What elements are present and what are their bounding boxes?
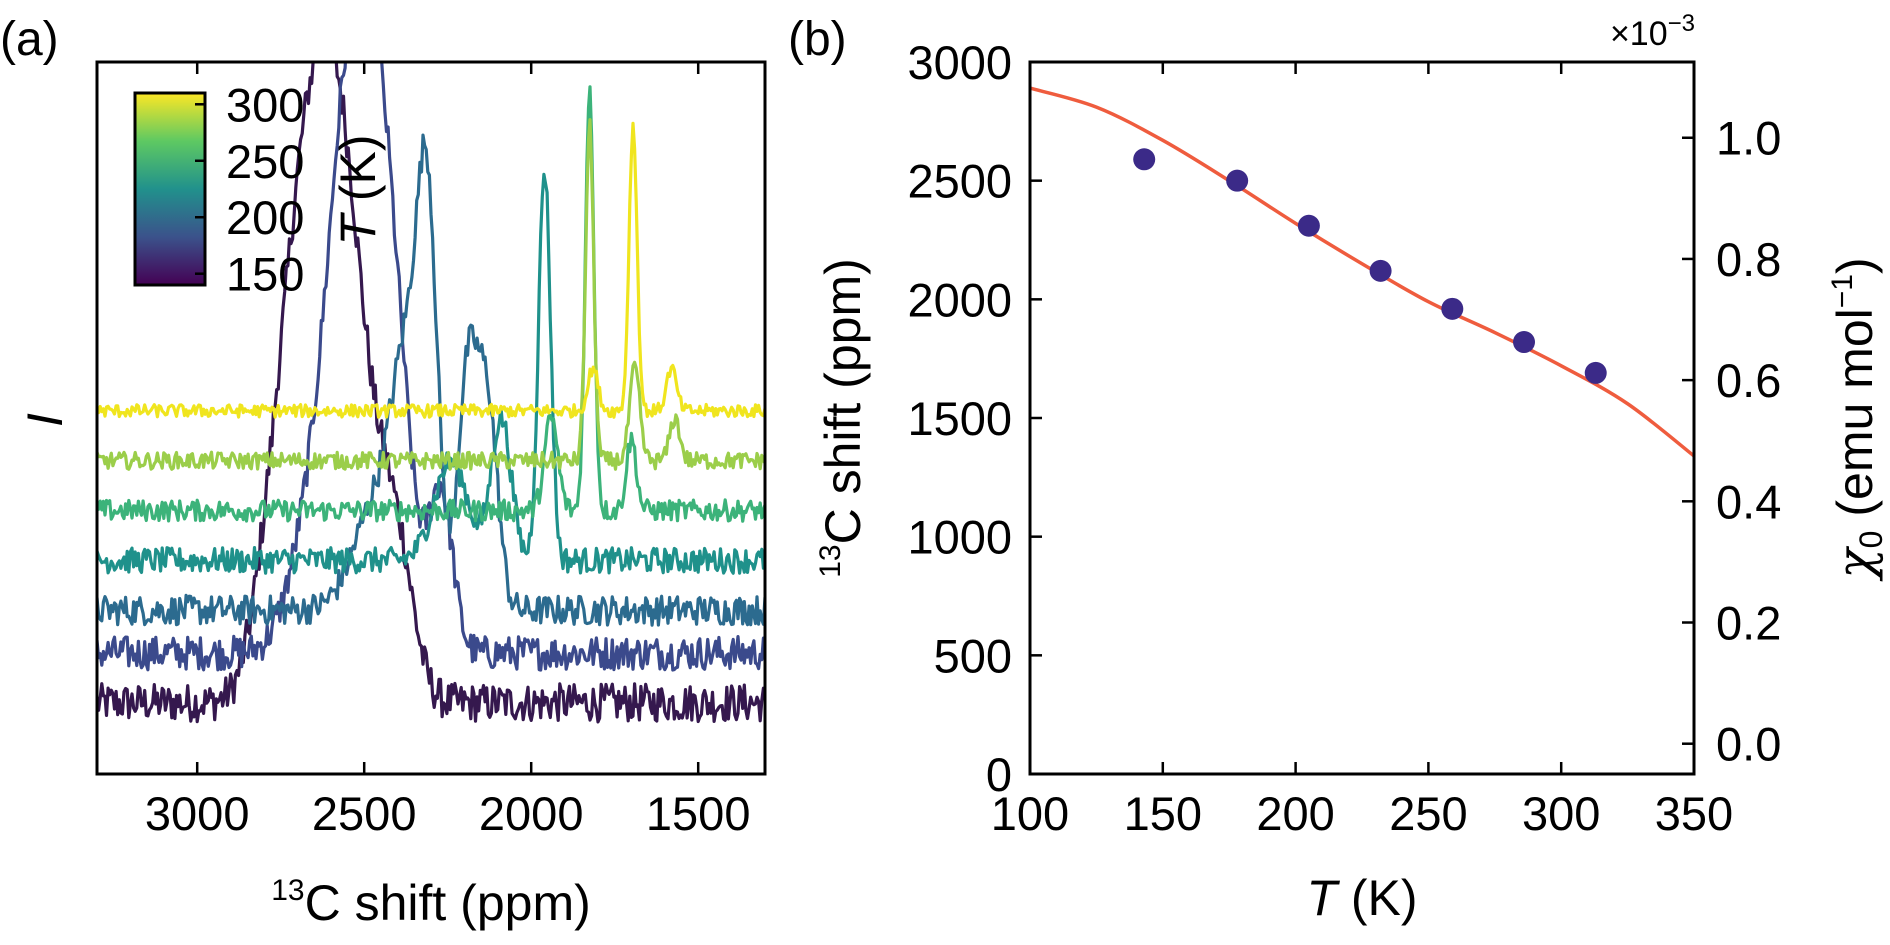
panel-b-y-label-sup: 13 (814, 544, 847, 577)
panel-b-y-tick-label: 3000 (907, 36, 1012, 89)
panel-a-x-axis-label: 13C shift (ppm) (271, 874, 591, 931)
colorbar-tick-label: 250 (226, 135, 304, 188)
panel-a-x-label-main: C shift (ppm) (305, 875, 591, 931)
panel-b-y2-tick-label: 0.8 (1716, 233, 1781, 286)
panel-b-y-tick-label: 1500 (907, 392, 1012, 445)
panel-b-label: (b) (788, 13, 847, 66)
panel-b-y2-label-end: ) (1827, 257, 1883, 274)
colorbar (133, 91, 207, 287)
panel-b-y-tick-label: 500 (934, 629, 1012, 682)
spectrum-line-205K (97, 133, 765, 627)
panel-b-y-ticks: 0 500 1000 1500 2000 2500 3000 (907, 36, 1042, 801)
panel-b-y-label-main: C shift (ppm) (815, 258, 871, 544)
panel-b-y2-label-sub: 0 (1853, 531, 1889, 549)
panel-b-x-ticks: 100 150 200 250 300 350 (991, 62, 1733, 840)
panel-b-y2-label-sym: χ (1826, 546, 1884, 582)
panel-b-y2-tick-label: 1.0 (1716, 112, 1781, 165)
panel-b-plot-area (1030, 86, 1694, 458)
data-point (1369, 259, 1392, 282)
panel-b-y2-tick-label: 0.6 (1716, 354, 1781, 407)
panel-b-y2-axis-label: χ0 (emu mol−1) (1826, 257, 1889, 581)
colorbar-label-unit: (K) (330, 134, 386, 215)
panel-b-y2-multiplier: ×10−3 (1610, 10, 1695, 53)
colorbar-tick-label: 200 (226, 191, 304, 244)
panel-b-y2-label-sup: −1 (1826, 274, 1859, 308)
spectrum-line-313K (97, 121, 765, 419)
colorbar-label-T: T (330, 212, 386, 246)
panel-a-x-tick-label: 3000 (145, 787, 250, 840)
panel-b-x-tick-label: 100 (991, 787, 1069, 840)
panel-a-axes-frame (95, 60, 767, 776)
panel-b-x-label-unit: (K) (1337, 870, 1418, 926)
panel-a-label: (a) (0, 13, 59, 66)
data-point (1297, 214, 1320, 237)
panel-b-x-label-T: T (1306, 870, 1340, 926)
panel-b-x-tick-label: 300 (1522, 787, 1600, 840)
data-point (1226, 169, 1249, 192)
data-point (1513, 331, 1536, 354)
spectrum-line-259K (97, 85, 765, 523)
panel-b-axes-frame (1028, 60, 1696, 776)
panel-b-x-tick-label: 150 (1124, 787, 1202, 840)
panel-b-y2-tick-label: 0.0 (1716, 718, 1781, 771)
panel-b-y-tick-label: 2500 (907, 155, 1012, 208)
colorbar-label: T (K) (330, 134, 386, 245)
panel-b-y2-multiplier-base: ×10 (1610, 15, 1668, 53)
fit-line (1030, 86, 1694, 458)
panel-a-x-label-sup: 13 (271, 874, 304, 907)
spectrum-line-232K (97, 172, 765, 575)
panel-a-x-tick-label: 2500 (312, 787, 417, 840)
panel-a-y-axis-label: I (17, 413, 73, 427)
panel-b-x-tick-label: 350 (1655, 787, 1733, 840)
panel-a-x-ticks: 3000 2500 2000 1500 (145, 62, 751, 840)
panel-b-x-tick-label: 200 (1256, 787, 1334, 840)
panel-b-y2-label-main: (emu mol (1827, 308, 1883, 530)
panel-b-x-axis-label: T (K) (1306, 870, 1417, 926)
panel-b-y-tick-label: 1000 (907, 511, 1012, 564)
panel-a-x-tick-label: 1500 (646, 787, 751, 840)
panel-b-y-axis-label: 13C shift (ppm) (814, 258, 871, 578)
panel-b-y2-ticks: 0.0 0.2 0.4 0.6 0.8 1.0 (1682, 112, 1781, 771)
panel-a-x-tick-label: 2000 (479, 787, 584, 840)
panel-a-spectra (97, 62, 765, 724)
spectrum-line-286K (97, 118, 765, 471)
panel-b-y-tick-label: 2000 (907, 273, 1012, 326)
colorbar-tick-label: 300 (226, 78, 304, 131)
panel-b-y2-tick-label: 0.4 (1716, 475, 1781, 528)
panel-b-x-tick-label: 250 (1389, 787, 1467, 840)
spectrum-line-143K (97, 62, 765, 724)
data-point (1133, 148, 1156, 171)
panel-b-y2-multiplier-exp: −3 (1668, 10, 1695, 37)
colorbar-tick-label: 150 (226, 248, 304, 301)
panel-b-y-tick-label: 0 (986, 748, 1012, 801)
data-point (1441, 297, 1464, 320)
panel-b-y2-tick-label: 0.2 (1716, 597, 1781, 650)
data-point (1584, 361, 1607, 384)
